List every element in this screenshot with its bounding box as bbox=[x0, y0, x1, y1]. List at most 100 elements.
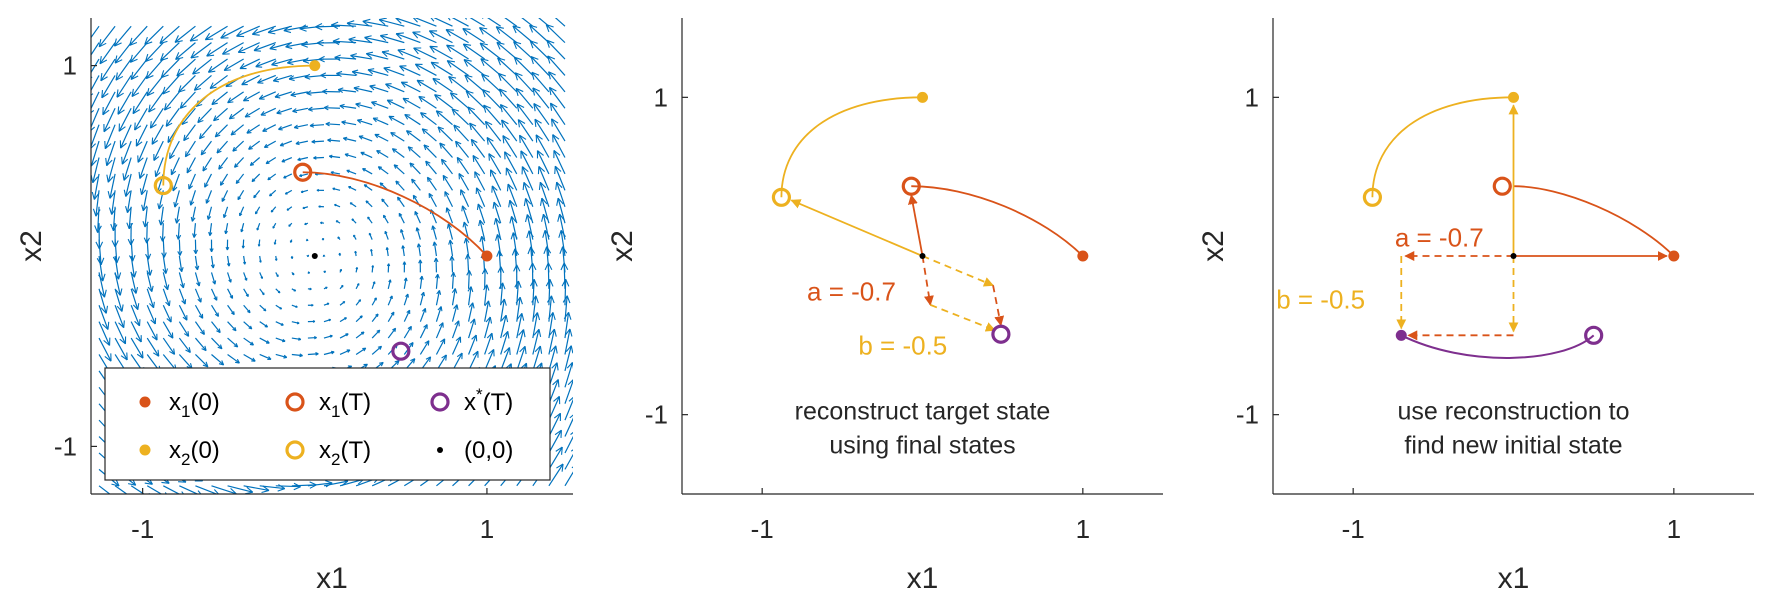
field-arrow-head bbox=[394, 360, 400, 365]
field-arrow bbox=[388, 115, 405, 126]
field-arrow-head bbox=[99, 289, 107, 298]
field-arrow-head bbox=[149, 121, 157, 129]
field-arrow bbox=[162, 321, 174, 339]
field-arrow bbox=[402, 245, 405, 257]
target-point bbox=[991, 324, 1011, 344]
field-arrow bbox=[130, 288, 139, 310]
target-point bbox=[391, 341, 411, 361]
field-arrow bbox=[433, 18, 453, 27]
field-arrow-head bbox=[498, 18, 500, 19]
field-arrow-head bbox=[170, 169, 177, 176]
field-arrow bbox=[211, 354, 225, 366]
field-arrow bbox=[434, 94, 453, 109]
y-axis-label: x2 bbox=[1197, 230, 1230, 262]
field-arrow bbox=[381, 198, 389, 208]
field-arrow bbox=[169, 140, 180, 159]
field-arrow bbox=[91, 108, 100, 129]
field-arrow bbox=[193, 223, 197, 238]
field-arrow-head bbox=[429, 45, 438, 54]
field-arrow-head bbox=[373, 297, 377, 301]
field-arrow-head bbox=[309, 123, 315, 128]
field-arrow-head bbox=[362, 18, 371, 27]
field-arrow bbox=[194, 272, 200, 287]
field-arrow bbox=[401, 81, 421, 93]
a-label: a = -0.7 bbox=[1395, 222, 1484, 252]
field-arrow-head bbox=[228, 279, 232, 283]
field-arrow-head bbox=[530, 56, 539, 65]
origin-point bbox=[311, 253, 318, 259]
field-arrow-head bbox=[136, 351, 144, 359]
field-arrow bbox=[131, 75, 148, 97]
field-arrow-head bbox=[293, 482, 301, 491]
field-arrow bbox=[214, 124, 228, 138]
field-arrow-head bbox=[501, 119, 509, 128]
field-arrow bbox=[162, 304, 172, 323]
field-arrow bbox=[398, 213, 405, 224]
field-arrow-head bbox=[412, 194, 418, 200]
field-arrow bbox=[297, 156, 309, 161]
field-arrow bbox=[255, 58, 276, 68]
field-arrow-head bbox=[461, 205, 467, 212]
field-arrow-head bbox=[404, 113, 411, 120]
field-arrow bbox=[484, 300, 490, 322]
field-arrow-head bbox=[400, 81, 408, 88]
field-arrow bbox=[109, 173, 116, 199]
field-arrow bbox=[149, 107, 164, 129]
field-arrow bbox=[274, 91, 293, 98]
field-arrow-head bbox=[179, 283, 185, 289]
field-arrow-head bbox=[230, 311, 235, 316]
field-arrow-head bbox=[264, 324, 269, 328]
field-arrow bbox=[467, 318, 476, 339]
field-arrow bbox=[348, 186, 357, 191]
field-arrow-head bbox=[283, 354, 288, 359]
field-arrow bbox=[98, 337, 112, 362]
field-arrow bbox=[146, 255, 151, 276]
field-arrow-head bbox=[549, 102, 558, 111]
caption-line-2: using final states bbox=[829, 431, 1015, 459]
field-arrow bbox=[178, 321, 190, 337]
field-arrow-head bbox=[308, 106, 313, 112]
field-arrow-head bbox=[200, 329, 205, 335]
field-arrow bbox=[472, 155, 486, 175]
field-arrow bbox=[222, 42, 244, 55]
field-arrow-head bbox=[448, 239, 454, 245]
field-arrow-head bbox=[332, 38, 340, 46]
field-arrow bbox=[539, 182, 550, 207]
field-arrow-head bbox=[556, 463, 564, 472]
field-arrow-head bbox=[299, 353, 303, 358]
field-arrow-head bbox=[353, 234, 356, 238]
field-arrow-head bbox=[162, 268, 169, 274]
field-arrow-head bbox=[105, 157, 113, 167]
field-arrow-head bbox=[341, 120, 347, 126]
field-arrow-head bbox=[549, 328, 557, 337]
field-arrow bbox=[463, 43, 485, 60]
x-axis-label: x1 bbox=[907, 562, 939, 591]
field-arrow bbox=[243, 255, 246, 265]
field-arrow bbox=[98, 25, 116, 48]
field-arrow bbox=[197, 107, 212, 124]
field-arrow bbox=[307, 482, 333, 487]
field-arrow-head bbox=[288, 75, 295, 82]
field-arrow-head bbox=[529, 24, 538, 33]
field-arrow-head bbox=[190, 216, 196, 222]
field-arrow-head bbox=[412, 18, 418, 23]
field-arrow bbox=[547, 55, 566, 76]
trajectory-x2 bbox=[780, 96, 923, 198]
field-arrow bbox=[123, 157, 132, 181]
field-arrow-head bbox=[330, 350, 335, 355]
field-arrow-head bbox=[278, 126, 283, 131]
field-arrow-head bbox=[160, 70, 169, 79]
field-arrow-head bbox=[502, 135, 510, 144]
field-arrow bbox=[516, 103, 534, 126]
field-arrow bbox=[236, 25, 260, 37]
field-arrow-head bbox=[428, 192, 434, 198]
x-tick-label: 1 bbox=[480, 514, 494, 544]
field-arrow-head bbox=[200, 149, 207, 156]
field-arrow-head bbox=[125, 206, 132, 214]
field-arrow bbox=[451, 320, 460, 339]
field-arrow bbox=[542, 214, 550, 240]
field-arrow bbox=[451, 304, 458, 322]
field-arrow-head bbox=[166, 316, 172, 323]
field-arrow bbox=[554, 165, 566, 191]
field-arrow bbox=[460, 189, 470, 208]
